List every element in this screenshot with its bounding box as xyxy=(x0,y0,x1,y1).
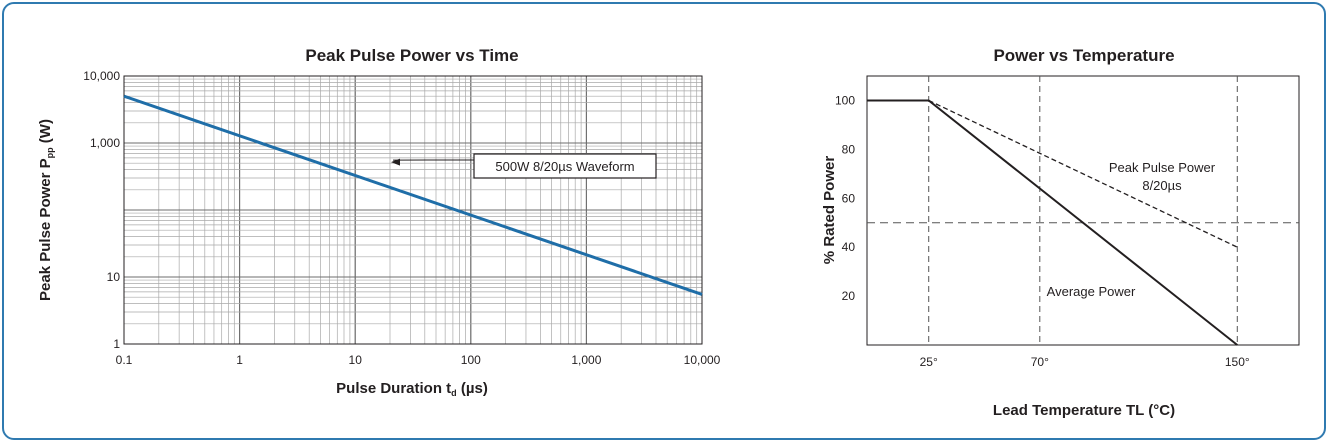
chart-right-x-ticks: 25° 70° 150° xyxy=(920,355,1250,369)
chart-right-series-label-peak-line2: 8/20µs xyxy=(1142,178,1182,193)
chart-right-y-ticks: 20 40 60 80 100 xyxy=(835,93,855,303)
chart-right-plot-border xyxy=(866,75,1300,346)
x-tick-label: 1,000 xyxy=(571,353,601,367)
y-tick-label: 1,000 xyxy=(90,136,120,150)
chart-left-x-ticks: 0.1 1 10 100 1,000 10,000 xyxy=(116,353,721,367)
chart-right-x-axis-label: Lead Temperature TL (°C) xyxy=(993,402,1175,419)
x-tick-label: 10,000 xyxy=(684,353,721,367)
chart-left-series-line xyxy=(123,94,703,296)
x-tick-label: 25° xyxy=(920,355,938,369)
x-tick-label: 0.1 xyxy=(116,353,133,367)
y-tick-label: 10,000 xyxy=(83,69,120,83)
y-tick-label: 80 xyxy=(842,142,856,156)
y-tick-label: 1 xyxy=(113,337,120,351)
chart-right: Power vs Temperature 25° 70° 150° 20 40 60 80… xyxy=(821,46,1300,419)
chart-right-series-peak-pulse-power xyxy=(928,99,1238,248)
chart-left-annotation-text: 500W 8/20µs Waveform xyxy=(495,159,634,174)
chart-right-title: Power vs Temperature xyxy=(993,46,1174,65)
x-label-unit: (µs) xyxy=(457,380,488,397)
y-label-main: Peak Pulse Power P xyxy=(37,158,54,301)
chart-left-plot-border xyxy=(123,75,703,345)
chart-right-dashed-verticals xyxy=(928,76,1238,345)
y-tick-label: 60 xyxy=(842,191,856,205)
chart-left-grid xyxy=(123,75,703,345)
x-tick-label: 70° xyxy=(1031,355,1049,369)
y-label-unit: (W) xyxy=(37,119,54,147)
chart-left: Peak Pulse Power vs Time 0.1 1 10 100 1,000 1… xyxy=(37,46,721,398)
chart-left-title: Peak Pulse Power vs Time xyxy=(305,46,518,65)
x-tick-label: 1 xyxy=(236,353,243,367)
x-tick-label: 100 xyxy=(461,353,481,367)
y-label-subscript: pp xyxy=(45,147,55,158)
y-tick-label: 100 xyxy=(835,93,855,107)
y-tick-label: 10 xyxy=(107,270,121,284)
y-tick-label: 40 xyxy=(842,240,856,254)
y-tick-label: 20 xyxy=(842,289,856,303)
x-tick-label: 150° xyxy=(1225,355,1250,369)
figure-frame xyxy=(2,2,1326,440)
x-label-main: Pulse Duration t xyxy=(336,380,451,397)
chart-right-series-label-peak-line1: Peak Pulse Power xyxy=(1109,160,1216,175)
chart-right-series-label-average: Average Power xyxy=(1047,284,1136,299)
chart-left-y-ticks: 1 10 1,000 10,000 xyxy=(83,69,120,351)
chart-left-y-axis-label: Peak Pulse Power Ppp (W) xyxy=(37,119,55,301)
x-tick-label: 10 xyxy=(349,353,363,367)
chart-left-annotation-box xyxy=(473,153,657,179)
chart-right-y-axis-label: % Rated Power xyxy=(821,156,838,265)
chart-left-x-axis-label: Pulse Duration td (µs) xyxy=(336,380,488,398)
x-label-subscript: d xyxy=(451,388,457,398)
